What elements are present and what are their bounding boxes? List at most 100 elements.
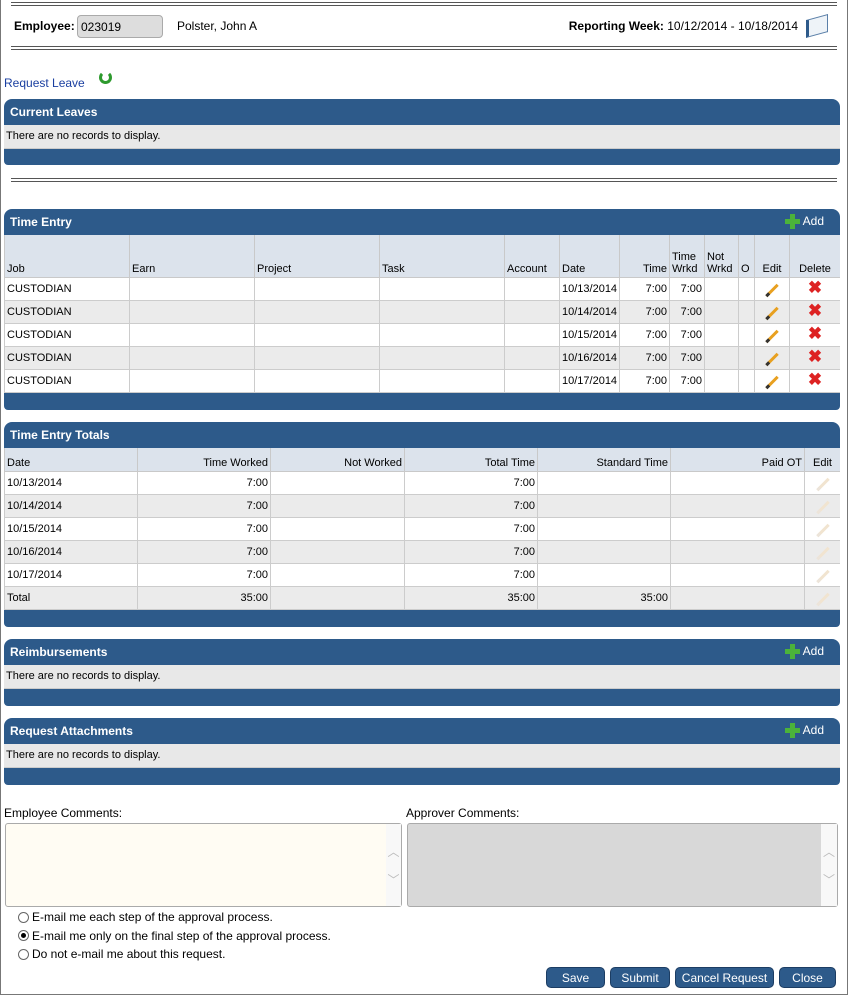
column-header: Delete: [789, 235, 840, 278]
employee-label: Employee:: [14, 19, 75, 33]
add-attachment-button[interactable]: Add: [784, 723, 824, 738]
email-option-radio[interactable]: E-mail me each step of the approval proc…: [18, 910, 273, 924]
plus-icon: [784, 644, 800, 659]
cell: [379, 322, 505, 347]
add-time-entry-button[interactable]: Add: [784, 214, 824, 229]
cell: [704, 322, 739, 347]
paid-ot-cell: [670, 516, 805, 541]
date-cell: 10/15/2014: [559, 322, 620, 347]
radio-label: E-mail me only on the final step of the …: [32, 928, 331, 943]
delete-x-icon[interactable]: ✖: [807, 278, 823, 297]
edit-cell: [754, 299, 790, 324]
table-row: 10/16/2014 7:00 7:00: [4, 539, 840, 564]
time-worked-cell: 35:00: [137, 585, 271, 610]
column-header: Date: [4, 448, 138, 472]
add-reimbursement-button[interactable]: Add: [784, 644, 824, 659]
employee-id-field[interactable]: 023019: [77, 15, 163, 38]
scrollbar[interactable]: ︿ ﹀: [386, 824, 401, 906]
cell: [379, 299, 505, 324]
date-cell: 10/14/2014: [4, 493, 138, 518]
cell: [254, 299, 380, 324]
cell: [129, 299, 255, 324]
cell: [129, 276, 255, 301]
table-row: 10/17/2014 7:00 7:00: [4, 562, 840, 587]
edit-pencil-icon: [815, 500, 830, 514]
edit-cell: [754, 276, 790, 301]
email-option-radio[interactable]: Do not e-mail me about this request.: [18, 947, 225, 961]
time-worked-cell: 7:00: [669, 322, 705, 347]
request-leave-link[interactable]: Request Leave: [4, 76, 85, 90]
column-header: Account: [504, 235, 560, 278]
close-button[interactable]: Close: [779, 967, 836, 988]
employee-comments-label: Employee Comments:: [4, 806, 123, 820]
cell: [379, 345, 505, 370]
delete-x-icon[interactable]: ✖: [807, 347, 823, 366]
edit-cell: [754, 368, 790, 393]
column-header: Earn: [129, 235, 255, 278]
job-cell: CUSTODIAN: [4, 345, 130, 370]
edit-pencil-icon: [815, 569, 830, 583]
edit-pencil-icon: [815, 592, 830, 606]
date-cell: 10/16/2014: [4, 539, 138, 564]
column-header: Standard Time: [537, 448, 671, 472]
paid-ot-cell: [670, 585, 805, 610]
edit-cell: [804, 516, 840, 541]
time-worked-cell: 7:00: [137, 470, 271, 495]
edit-pencil-icon[interactable]: [765, 352, 779, 366]
cell: [379, 368, 505, 393]
time-entry-table: Job Earn Project Task Account Date Time Time Wr…: [4, 235, 840, 393]
time-worked-cell: 7:00: [137, 493, 271, 518]
refresh-icon[interactable]: [99, 71, 112, 84]
email-option-radio[interactable]: E-mail me only on the final step of the …: [18, 929, 331, 943]
standard-time-cell: [537, 470, 671, 495]
cell: [254, 276, 380, 301]
total-time-cell: 7:00: [404, 539, 538, 564]
radio-button[interactable]: [18, 930, 29, 941]
delete-x-icon[interactable]: ✖: [807, 324, 823, 343]
approver-comments-input: [407, 823, 838, 907]
job-cell: CUSTODIAN: [4, 322, 130, 347]
delete-cell: ✖: [789, 345, 840, 370]
cancel-request-button[interactable]: Cancel Request: [675, 967, 774, 988]
cell: [704, 345, 739, 370]
time-cell: 7:00: [619, 322, 670, 347]
divider: [11, 2, 837, 6]
radio-button[interactable]: [18, 911, 29, 923]
save-button[interactable]: Save: [546, 967, 605, 988]
empty-message: There are no records to display.: [4, 125, 840, 149]
employee-name: Polster, John A: [177, 19, 258, 33]
panel-title: Current Leaves: [10, 105, 98, 119]
week-label: Reporting Week:: [568, 19, 664, 33]
time-worked-cell: 7:00: [137, 539, 271, 564]
employee-comments-input[interactable]: [5, 823, 402, 907]
not-worked-cell: [270, 516, 405, 541]
edit-pencil-icon[interactable]: [765, 283, 779, 297]
submit-button[interactable]: Submit: [610, 967, 670, 988]
plus-icon: [784, 214, 800, 229]
standard-time-cell: [537, 516, 671, 541]
cell: [129, 368, 255, 393]
cell: [504, 368, 560, 393]
edit-pencil-icon[interactable]: [765, 329, 779, 343]
edit-pencil-icon[interactable]: [765, 375, 779, 389]
radio-button[interactable]: [18, 948, 29, 960]
date-cell: 10/13/2014: [559, 276, 620, 301]
column-header: Edit: [754, 235, 790, 278]
time-worked-cell: 7:00: [669, 276, 705, 301]
panel-title: Time Entry: [10, 215, 72, 229]
delete-x-icon[interactable]: ✖: [807, 370, 823, 389]
scrollbar[interactable]: ︿ ﹀: [821, 824, 837, 906]
total-time-cell: 7:00: [404, 493, 538, 518]
cell: [504, 345, 560, 370]
table-row: CUSTODIAN 10/13/2014 7:00 7:00 ✖: [4, 276, 840, 301]
empty-message: There are no records to display.: [4, 665, 840, 689]
paid-ot-cell: [670, 470, 805, 495]
edit-pencil-icon[interactable]: [765, 306, 779, 320]
approver-comments-label: Approver Comments:: [406, 806, 520, 820]
time-cell: 7:00: [619, 345, 670, 370]
delete-x-icon[interactable]: ✖: [807, 301, 823, 320]
cell: [504, 276, 560, 301]
edit-pencil-icon: [815, 523, 830, 537]
divider: [11, 178, 837, 182]
cell: [254, 322, 380, 347]
